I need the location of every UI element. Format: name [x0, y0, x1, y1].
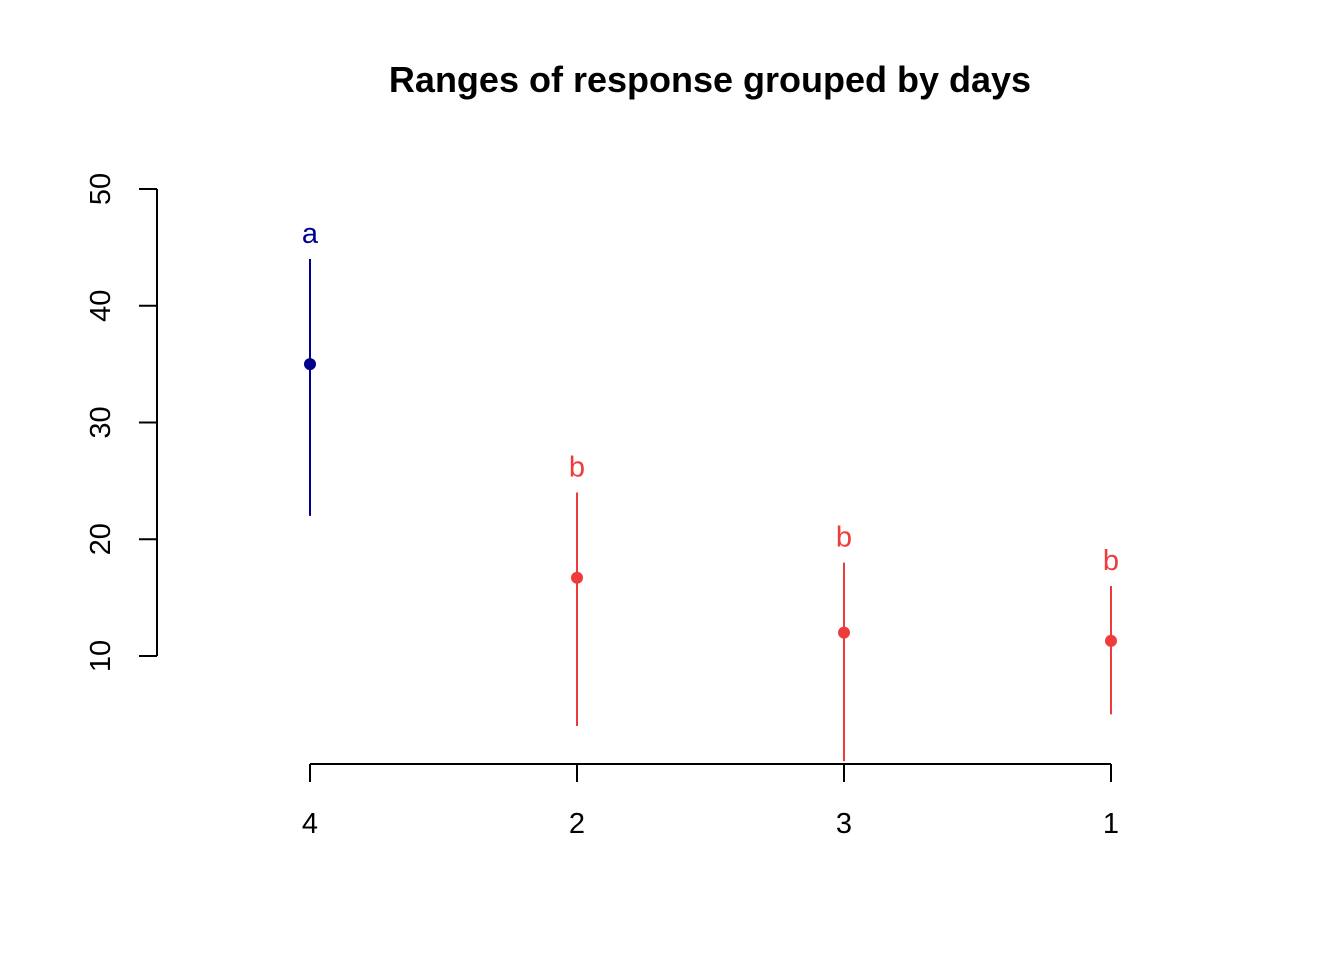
y-tick-label: 50	[85, 173, 117, 205]
group-letter: a	[302, 218, 319, 250]
y-tick-label: 10	[85, 640, 117, 672]
y-axis: 10 20 30 40 50	[85, 173, 158, 672]
mean-point	[838, 626, 850, 639]
group-letter: b	[836, 522, 852, 554]
group-letter: b	[569, 452, 585, 484]
mean-point	[571, 571, 583, 584]
y-tick-label: 30	[85, 406, 117, 438]
x-tick-label: 4	[302, 808, 318, 840]
mean-point	[1105, 634, 1117, 647]
mean-point	[304, 358, 316, 371]
x-tick-label: 3	[836, 808, 852, 840]
x-tick-label: 2	[569, 808, 585, 840]
x-tick-label: 1	[1103, 808, 1119, 840]
group-letter: b	[1103, 545, 1119, 577]
y-tick-label: 20	[85, 523, 117, 555]
x-axis: 4 2 3 1	[302, 763, 1119, 840]
y-tick-label: 40	[85, 290, 117, 322]
plot-marks: a b b b	[302, 218, 1119, 762]
chart-title: Ranges of response grouped by days	[389, 59, 1031, 100]
